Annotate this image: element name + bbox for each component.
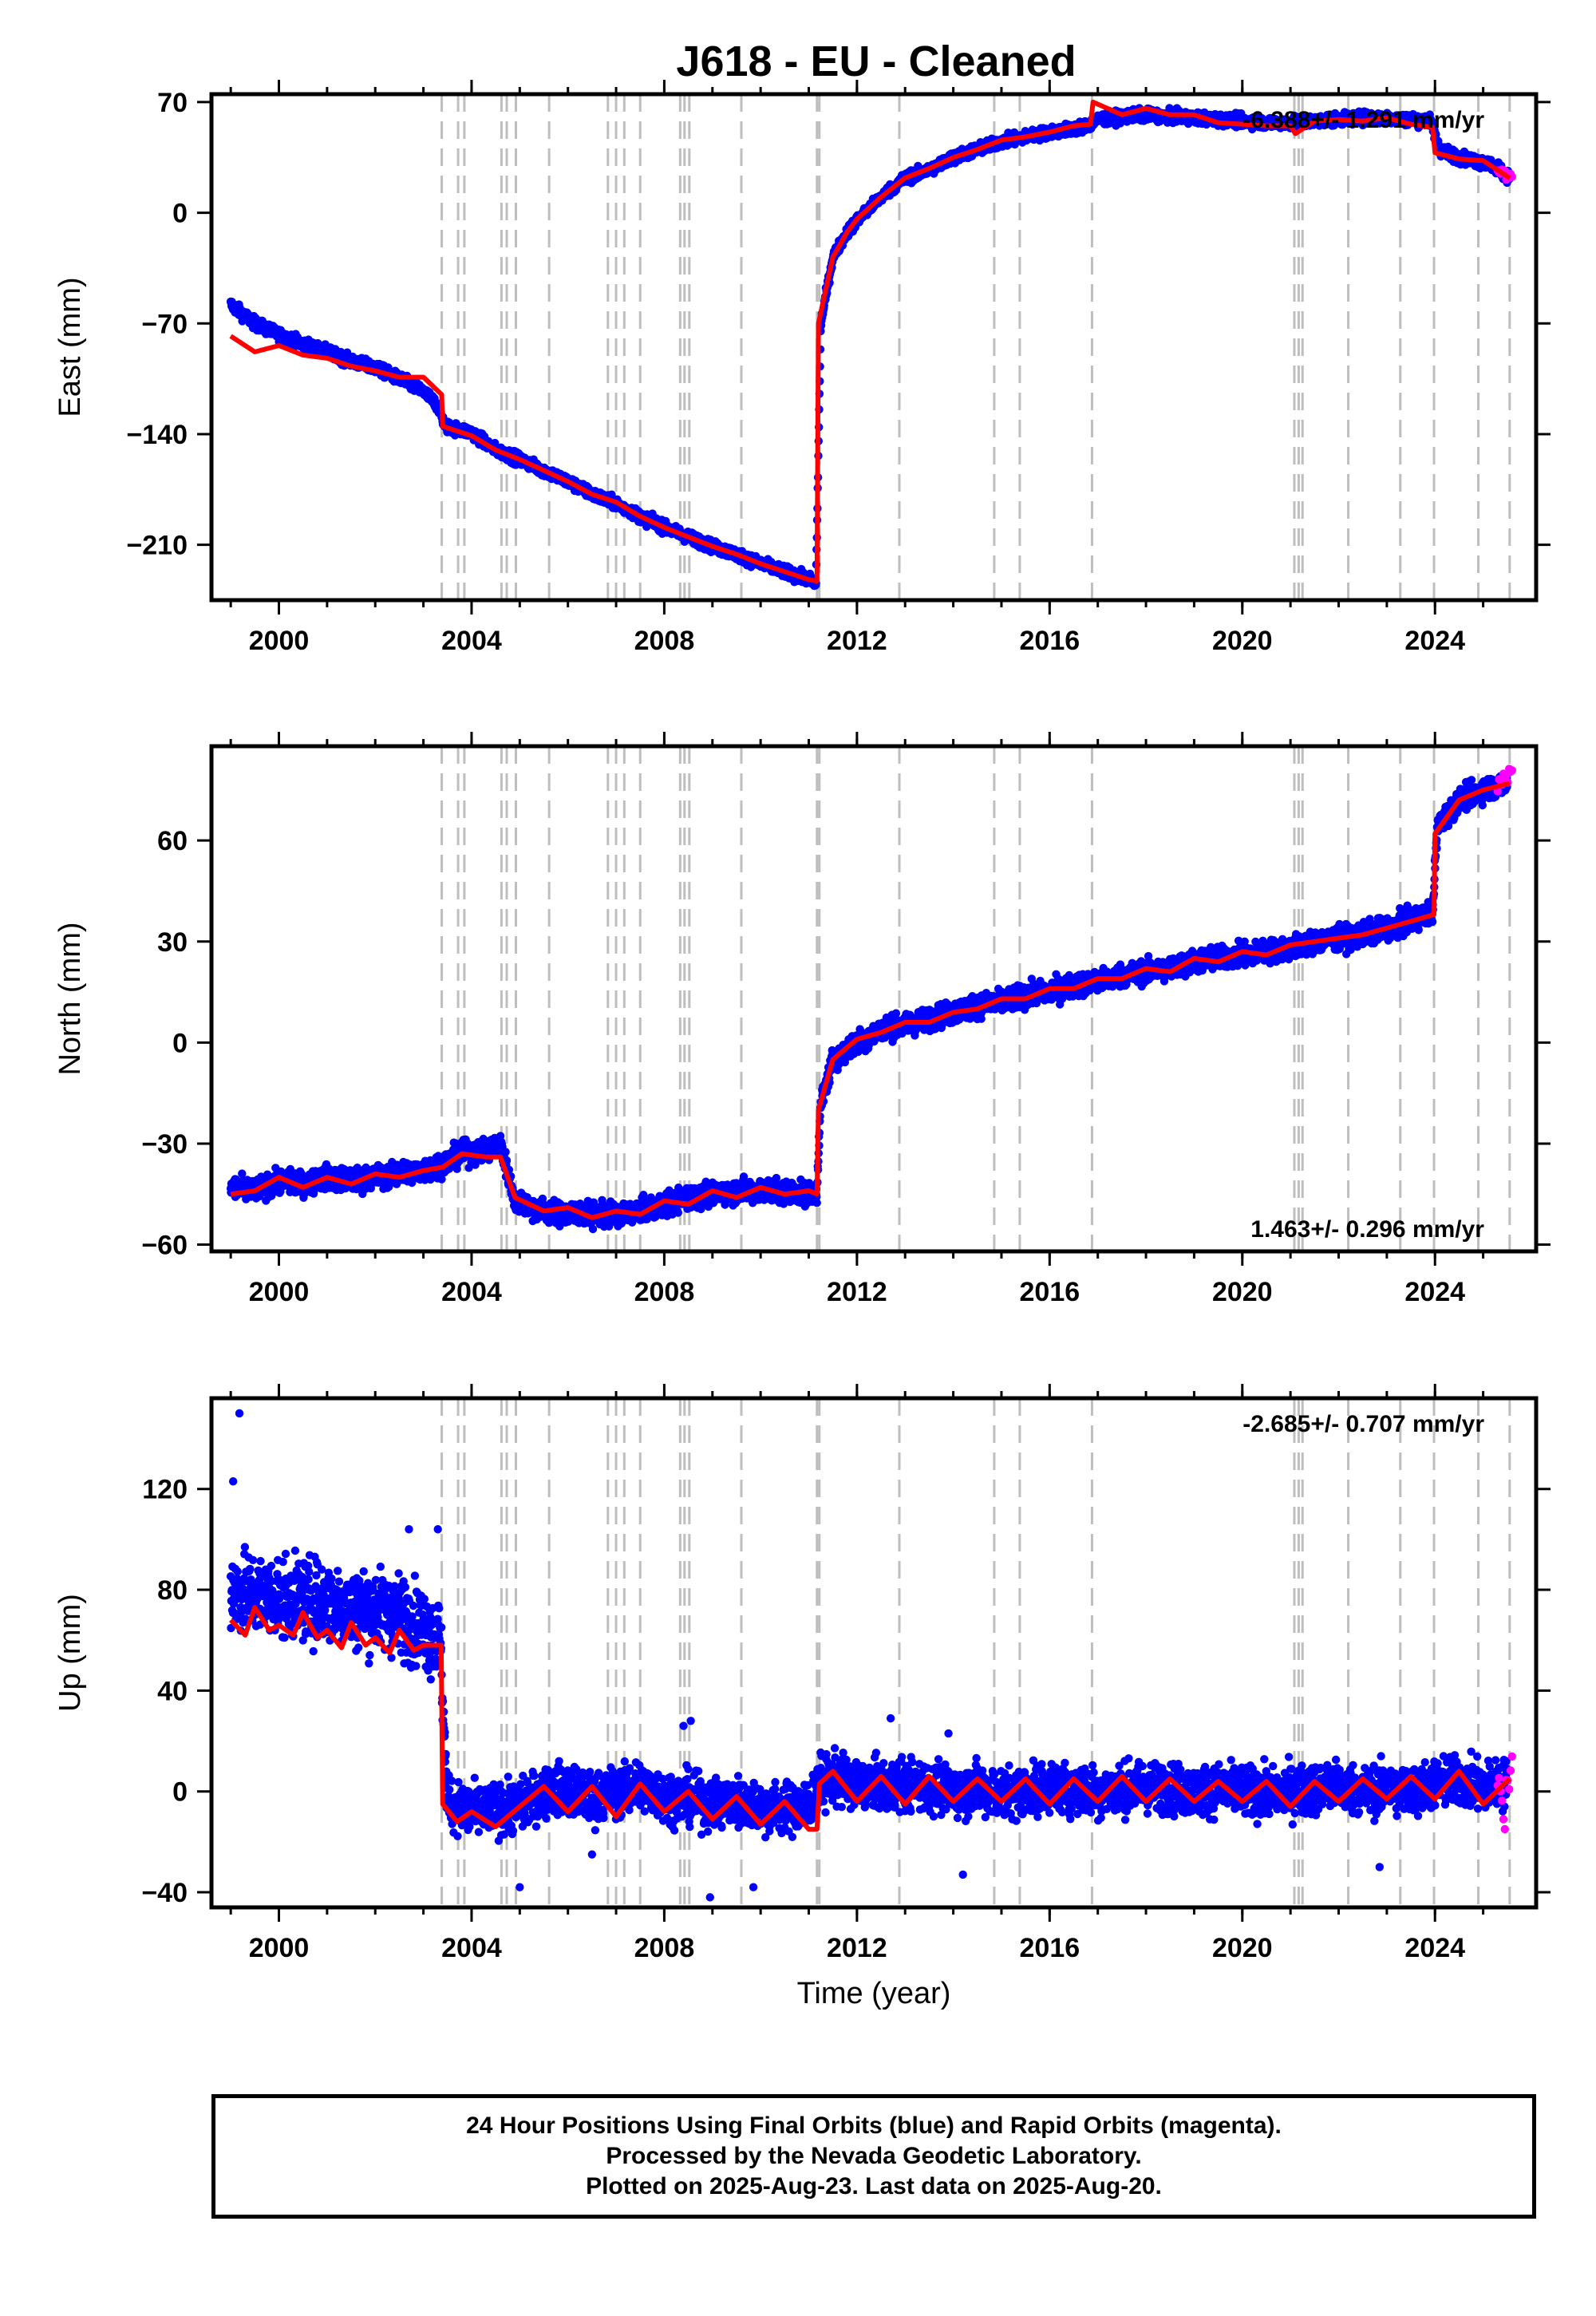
y-tick-label: −70 xyxy=(141,309,188,339)
x-tick-label: 2020 xyxy=(1212,626,1273,656)
panel-east: 2000 2004 2008 2012 2016 2020 2024 −210 −140 −70 0… xyxy=(53,80,1551,656)
data-point xyxy=(238,1169,247,1178)
y-tick-label: −140 xyxy=(126,420,188,450)
x-tick-label: 2012 xyxy=(827,626,887,656)
y-tick-label: 70 xyxy=(157,88,188,118)
event-lines xyxy=(440,746,1511,1251)
panel-north: 2000 2004 2008 2012 2016 2020 2024−60−3003060N… xyxy=(53,732,1551,1307)
data-point xyxy=(1507,172,1517,181)
plot-frame xyxy=(209,92,1539,603)
x-tick-label: 2000 xyxy=(249,626,310,656)
final-orbit-points xyxy=(226,104,1514,591)
x-tick-label: 2004 xyxy=(441,626,502,656)
model-fit-line xyxy=(229,99,1511,584)
y-axis-title: East (mm) xyxy=(53,277,87,417)
plot-area xyxy=(226,765,1517,1234)
chart-title: J618 - EU - Cleaned xyxy=(676,38,1076,85)
y-tick-label: 0 xyxy=(172,199,188,229)
x-tick-label: 2016 xyxy=(1020,626,1080,656)
plot-area xyxy=(226,99,1517,591)
velocity-label: -6.388+/- 1.291 mm/yr xyxy=(1242,107,1484,133)
panels: 2000 2004 2008 2012 2016 2020 2024 −210 −140 −70 0… xyxy=(53,80,1551,2010)
final-orbit-points xyxy=(226,772,1511,1234)
x-tick-label: 2024 xyxy=(1404,626,1465,656)
x-tick-label: 2008 xyxy=(634,626,695,656)
event-lines xyxy=(440,94,1511,600)
y-tick-label: −210 xyxy=(126,531,188,561)
